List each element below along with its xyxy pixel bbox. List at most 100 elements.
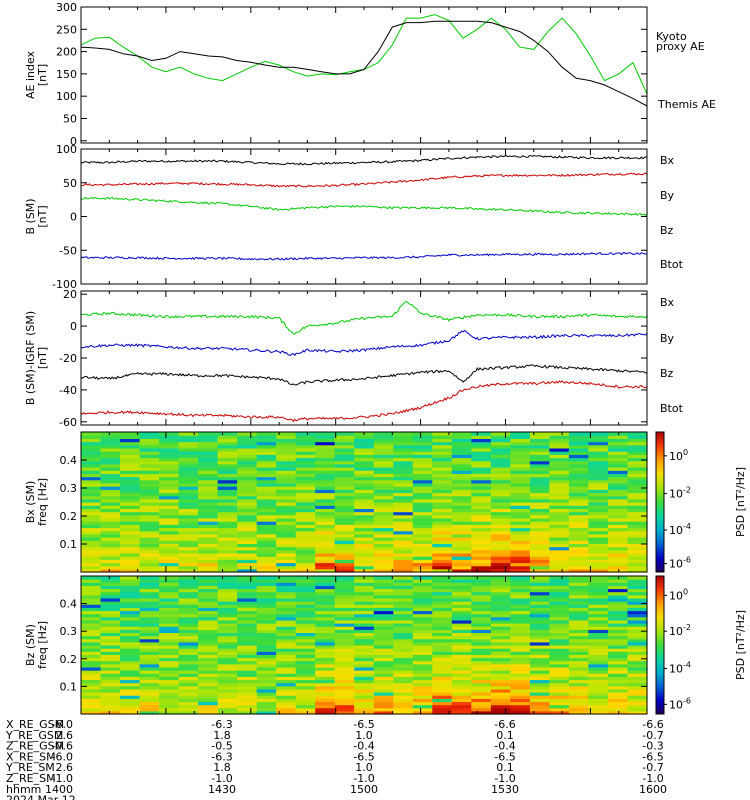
spectrogram-cell	[510, 710, 531, 715]
spectrogram-cell	[354, 698, 375, 702]
spectrogram-cell	[412, 698, 433, 702]
spectrogram-cell	[237, 648, 258, 652]
spectrogram-cell	[451, 486, 472, 490]
spectrogram-cell	[393, 562, 414, 567]
spectrogram-cell	[490, 457, 511, 462]
spectrogram-cell	[588, 576, 609, 580]
spectrogram-cell	[412, 670, 433, 674]
spectrogram-cell	[432, 460, 453, 465]
spectrogram-cell	[198, 559, 219, 564]
spectrogram-cell	[588, 435, 609, 439]
spectrogram-cell	[315, 498, 336, 503]
spectrogram-cell	[510, 505, 531, 509]
spectrogram-cell	[627, 663, 648, 668]
spectrogram-cell	[276, 585, 297, 590]
spectrogram-cell	[412, 623, 433, 627]
spectrogram-cell	[354, 579, 375, 583]
spectrogram-cell	[510, 660, 531, 665]
spectrogram-cell	[81, 692, 102, 696]
spectrogram-cell	[81, 632, 102, 637]
spectrogram-cell	[217, 701, 238, 706]
spectrogram-cell	[217, 527, 238, 532]
spectrogram-cell	[471, 435, 492, 439]
spectrogram-cell	[276, 463, 297, 468]
legend-entry: Btot	[660, 258, 684, 271]
spectrogram-cell	[471, 576, 492, 580]
spectrogram-cell	[510, 457, 531, 462]
spectrogram-cell	[627, 559, 648, 564]
spectrogram-cell	[568, 432, 589, 436]
spectrogram-cell	[354, 537, 375, 541]
spectrogram-cell	[276, 663, 297, 668]
ephemeris-value: 1600	[639, 783, 667, 796]
spectrogram-cell	[549, 657, 570, 662]
spectrogram-cell	[529, 667, 550, 671]
spectrogram-cell	[412, 610, 433, 615]
spectrogram-cell	[295, 576, 316, 580]
spectrogram-cell	[81, 613, 102, 618]
spectrogram-cell	[490, 533, 511, 538]
spectrogram-cell	[354, 623, 375, 627]
spectrogram-cell	[471, 676, 492, 681]
spectrogram-cell	[568, 537, 589, 541]
spectrogram-cell	[393, 667, 414, 671]
spectrogram-cell	[588, 552, 609, 557]
spectrogram-cell	[159, 635, 180, 640]
spectrogram-cell	[334, 562, 355, 567]
spectrogram-cell	[451, 576, 472, 580]
spectrogram-cell	[490, 447, 511, 452]
spectrogram-cell	[315, 486, 336, 490]
spectrogram-cell	[276, 632, 297, 637]
spectrogram-cell	[315, 521, 336, 525]
spectrogram-cell	[432, 657, 453, 662]
spectrogram-cell	[217, 552, 238, 557]
spectrogram-cell	[373, 432, 394, 436]
spectrogram-cell	[627, 552, 648, 557]
spectrogram-cell	[81, 695, 102, 699]
spectrogram-cell	[529, 616, 550, 621]
spectrogram-cell	[588, 559, 609, 564]
spectrogram-cell	[568, 601, 589, 605]
spectrogram-cell	[529, 470, 550, 474]
spectrogram-cell	[568, 556, 589, 560]
spectrogram-cell	[568, 527, 589, 532]
spectrogram-cell	[139, 524, 160, 529]
spectrogram-cell	[568, 579, 589, 583]
y-axis-label-group: B (SM)-IGRF (SM) [nT]	[24, 311, 49, 405]
spectrogram-cell	[217, 670, 238, 674]
spectrogram-cell	[276, 645, 297, 649]
spectrogram-cell	[529, 556, 550, 560]
spectrogram-cell	[608, 530, 629, 535]
spectrogram-cell	[178, 651, 199, 655]
spectrogram-cell	[393, 604, 414, 608]
spectrogram-cell	[568, 626, 589, 630]
spectrogram-cell	[256, 673, 277, 677]
spectrogram-cell	[510, 594, 531, 599]
spectrogram-cell	[568, 552, 589, 557]
spectrogram-cell	[549, 667, 570, 671]
spectrogram-cell	[178, 685, 199, 690]
spectrogram-cell	[354, 626, 375, 630]
spectrogram-cell	[432, 594, 453, 599]
spectrogram-cell	[334, 692, 355, 696]
spectrogram-cell	[334, 486, 355, 490]
spectrogram-cell	[568, 585, 589, 590]
spectrogram-cell	[568, 470, 589, 474]
spectrogram-cell	[608, 710, 629, 715]
spectrogram-cell	[159, 704, 180, 709]
spectrogram-cell	[412, 701, 433, 706]
spectrogram-cell	[373, 505, 394, 509]
series-line-2-2	[80, 364, 648, 386]
spectrogram-cell	[295, 432, 316, 436]
spectrogram-cell	[373, 582, 394, 586]
spectrogram-cell	[217, 629, 238, 633]
spectrogram-cell	[627, 651, 648, 655]
spectrogram-cell	[568, 623, 589, 627]
spectrogram-cell	[139, 451, 160, 455]
spectrogram-cell	[256, 524, 277, 529]
spectrogram-cell	[393, 492, 414, 497]
spectrogram-cell	[315, 517, 336, 522]
spectrogram-cell	[510, 688, 531, 693]
spectrogram-cell	[276, 626, 297, 630]
spectrogram-cell	[315, 568, 336, 573]
